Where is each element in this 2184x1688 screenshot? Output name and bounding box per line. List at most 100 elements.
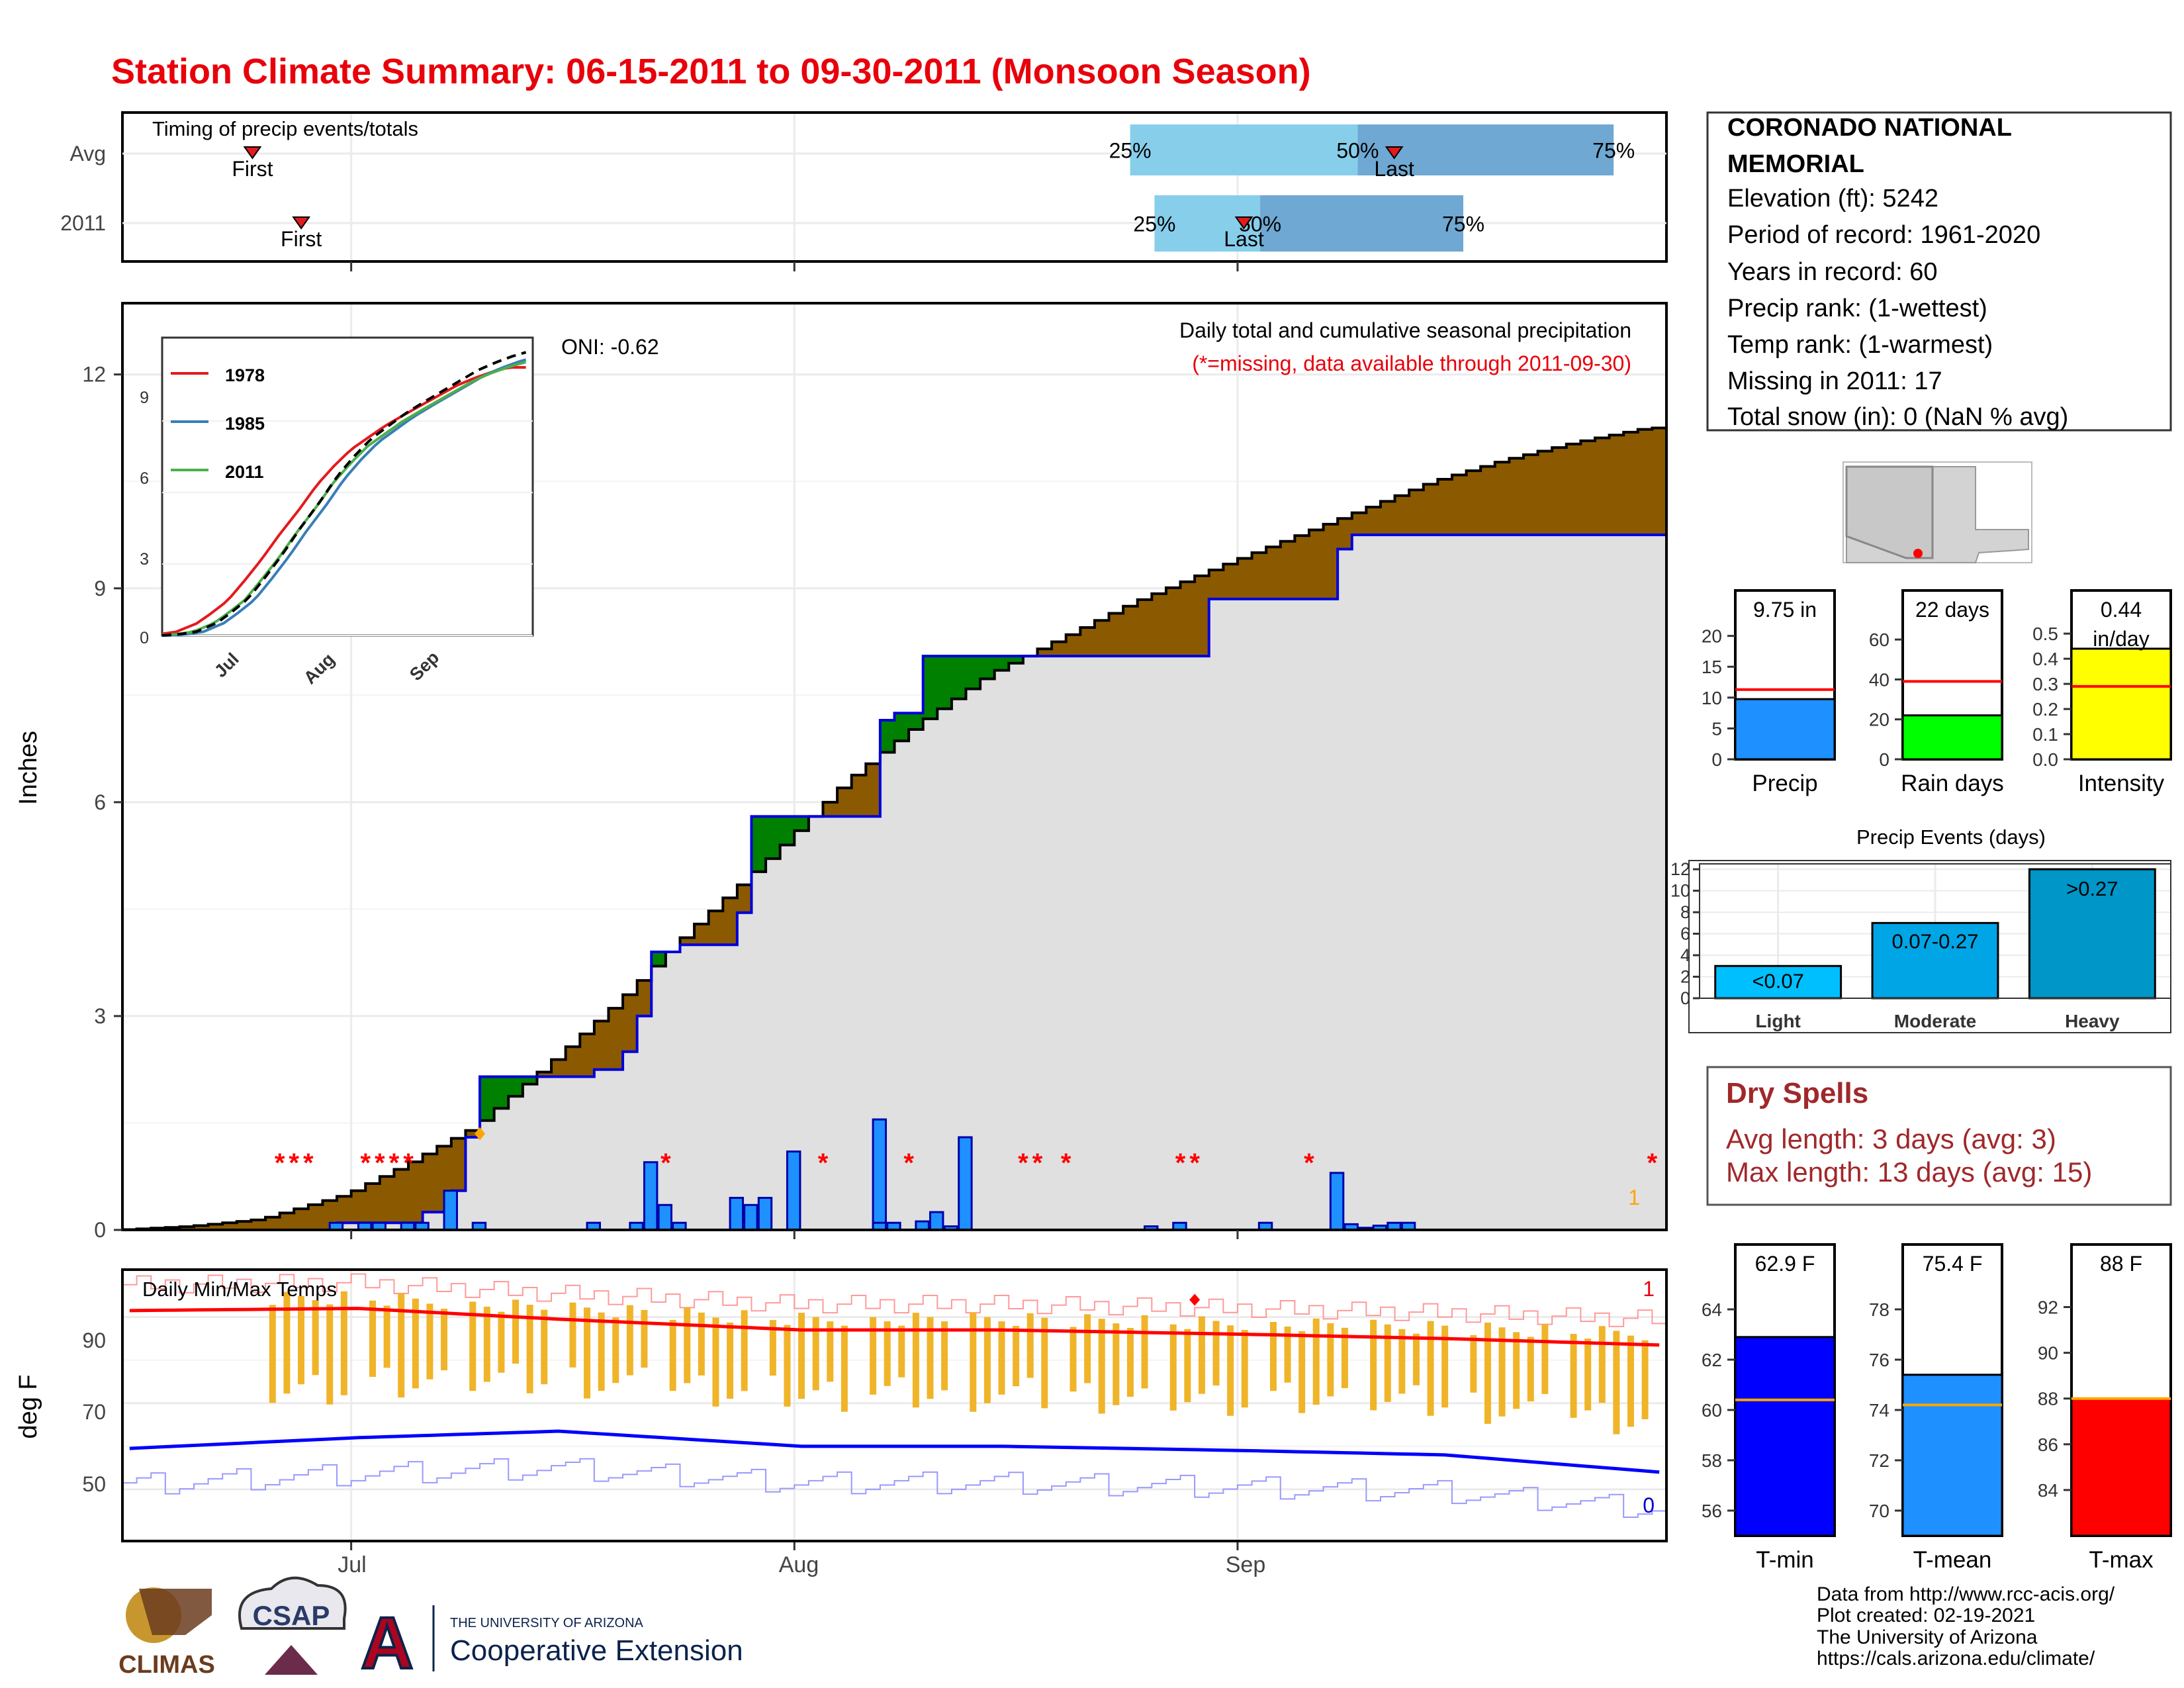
inset-legend-1978: 1978 — [225, 365, 265, 385]
precip-header: Daily total and cumulative seasonal prec… — [1179, 318, 1631, 342]
intensity-bar-tick: 0.2 — [2032, 699, 2058, 720]
temp-label-lo: 0 — [1643, 1493, 1655, 1517]
footer-line-2: Plot created: 02-19-2021 — [1817, 1605, 2035, 1626]
xtick-aug: Aug — [779, 1552, 819, 1577]
station-precip-rank: Precip rank: (1-wettest) — [1727, 295, 1987, 322]
precip-ytick: 12 — [82, 363, 106, 387]
events-bar — [2028, 868, 2156, 1000]
oni-label: ONI: -0.62 — [561, 335, 659, 359]
record-marker — [475, 1127, 486, 1141]
precip-bar-tick: 15 — [1702, 657, 1722, 677]
cumulative-2011-area — [122, 535, 1666, 1230]
events-bar — [1871, 921, 1999, 1000]
map-station-dot — [1913, 549, 1923, 558]
deficit-fill — [594, 1021, 610, 1070]
precip-areas — [122, 426, 1667, 1231]
deficit-fill — [1323, 524, 1338, 599]
station-name-2: MEMORIAL — [1727, 150, 1864, 178]
inset-avg-line — [161, 351, 527, 637]
deficit-fill — [208, 1224, 223, 1230]
deficit-fill — [222, 1223, 238, 1230]
tmean-bar: 75.4 F T-mean 70 72 74 76 78 — [1869, 1243, 2003, 1573]
surplus-fill — [980, 656, 995, 679]
deficit-fill — [1480, 466, 1496, 535]
precip-bar-tick: 10 — [1702, 688, 1722, 708]
last-label: Last — [1374, 157, 1414, 181]
station-elevation: Elevation (ft): 5242 — [1727, 185, 1938, 212]
intensity-bar-tick: 0.4 — [2032, 649, 2058, 669]
timing-pct-label: 25% — [1133, 212, 1175, 236]
station-name-1: CORONADO NATIONAL — [1727, 114, 2012, 142]
surplus-fill — [909, 713, 924, 729]
inset-frame — [161, 336, 534, 637]
inset-line-2011 — [161, 360, 527, 637]
intensity-bar-tick: 0.1 — [2032, 724, 2058, 745]
tmax-bar: 88 F T-max 84 86 88 90 92 — [2038, 1243, 2172, 1573]
temp-panel: Daily Min/Max Temps deg F 90 70 50 1 0 J… — [15, 1268, 1668, 1577]
missing-marker: * — [375, 1149, 385, 1178]
deficit-fill — [837, 788, 852, 817]
tmin-bar-tick: 58 — [1702, 1450, 1722, 1471]
first-marker — [292, 216, 311, 230]
intensity-bar-value-label: 0.44 — [2101, 598, 2142, 622]
raindays-bar-tick: 20 — [1869, 710, 1889, 730]
deficit-fill — [1494, 462, 1510, 535]
events-bar-label: <0.07 — [1752, 969, 1803, 992]
first-marker — [243, 146, 262, 160]
xtick-jul: Jul — [338, 1552, 366, 1577]
footer-line-1: Data from http://www.rcc-acis.org/ — [1817, 1583, 2115, 1605]
intensity-bar-tick: 0.5 — [2032, 624, 2058, 644]
deficit-fill — [351, 1190, 366, 1223]
daily-precip-bar — [958, 1136, 973, 1231]
deficit-fill — [580, 1033, 595, 1077]
temp-ytick-70: 70 — [82, 1400, 106, 1424]
timing-pct-label: 75% — [1592, 139, 1635, 163]
precip-bar-tick: 20 — [1702, 626, 1722, 647]
csap-logo-cloud — [238, 1576, 347, 1630]
deficit-fill — [394, 1169, 409, 1223]
surplus-fill — [951, 656, 967, 699]
inset-line-1978 — [161, 366, 526, 635]
deficit-fill — [637, 980, 652, 1016]
tmax-bar-tick: 84 — [2038, 1480, 2058, 1501]
surplus-fill — [766, 816, 781, 859]
deficit-fill — [294, 1209, 309, 1230]
raindays-bar-axis-label: Rain days — [1901, 771, 2004, 796]
csap-logo-text: CSAP — [253, 1600, 330, 1631]
missing-marker: * — [1304, 1149, 1314, 1178]
tmax-bar-tick: 86 — [2038, 1434, 2058, 1455]
ua-logo-line1: THE UNIVERSITY OF ARIZONA — [450, 1616, 644, 1630]
ua-logo-line2: Cooperative Extension — [450, 1634, 743, 1667]
surplus-fill — [751, 816, 766, 872]
intensity-bar-axis-label: Intensity — [2078, 771, 2165, 796]
deficit-fill — [1380, 501, 1396, 535]
events-tick: 4 — [1680, 945, 1690, 965]
timing-title: Timing of precip events/totals — [152, 117, 418, 140]
station-period: Period of record: 1961-2020 — [1727, 221, 2040, 249]
deficit-fill — [465, 1130, 480, 1137]
precip-bar-tick: 5 — [1711, 718, 1722, 739]
inset-lines — [161, 351, 533, 637]
inset-chart: 1978 1985 2011 9 6 3 0 Jul Aug Sep — [140, 336, 534, 688]
deficit-fill — [1466, 471, 1481, 535]
missing-marker: * — [1647, 1149, 1658, 1178]
deficit-fill — [308, 1204, 324, 1230]
temp-y-label: deg F — [15, 1374, 42, 1438]
missing-marker: * — [389, 1149, 400, 1178]
deficit-fill — [680, 937, 695, 945]
inset-ytick-3: 3 — [140, 550, 149, 569]
surplus-fill — [894, 713, 909, 741]
precip-bar: 9.75 in Precip 0 5 10 15 20 — [1702, 589, 1836, 796]
tmin-bar: 62.9 F T-min 56 58 60 62 64 — [1702, 1243, 1836, 1573]
surplus-fill — [522, 1076, 538, 1084]
raindays-bar-fill — [1901, 714, 2003, 761]
deficit-fill — [1152, 593, 1167, 657]
deficit-fill — [1609, 435, 1624, 535]
precip-subheader: (*=missing, data available through 2011-… — [1192, 352, 1631, 375]
intensity-bar-tick: 0.0 — [2032, 749, 2058, 770]
daily-precip-bar — [929, 1211, 944, 1231]
deficit-fill — [422, 1154, 437, 1213]
events-tick: 8 — [1680, 902, 1690, 922]
deficit-fill — [1437, 479, 1453, 535]
